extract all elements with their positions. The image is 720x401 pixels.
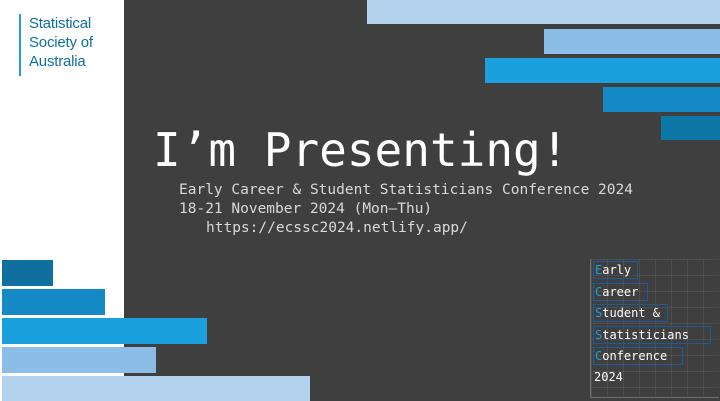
decor-bar-bottom-2 <box>2 289 105 315</box>
decor-bar-bottom-1 <box>2 260 53 286</box>
logo-line-2: Society of <box>29 34 93 51</box>
decor-bar-bottom-5 <box>2 376 310 401</box>
logo-line-3: Australia <box>29 53 86 70</box>
acronym-initial: E <box>595 263 603 277</box>
conference-name: Early Career & Student Statisticians Con… <box>179 182 633 198</box>
acronym-word: arly <box>602 263 632 277</box>
acronym-graphic: Early Career Student & Statisticians Con… <box>590 259 719 398</box>
acronym-initial: C <box>595 349 603 363</box>
acronym-word: tatisticians <box>602 328 689 342</box>
acronym-row: Conference <box>593 347 683 365</box>
decor-bar-bottom-4 <box>2 347 156 373</box>
conference-dates: 18-21 November 2024 (Mon–Thu) <box>179 201 433 217</box>
ssa-logo: Statistical Society of Australia <box>19 14 119 76</box>
decor-bar-top-3 <box>485 58 720 83</box>
acronym-row: Statisticians <box>593 326 711 344</box>
acronym-word: onference <box>602 349 668 363</box>
acronym-word: tudent & <box>602 306 661 320</box>
acronym-row: Early <box>593 261 638 279</box>
acronym-row: Career <box>593 283 648 301</box>
decor-bar-bottom-3 <box>2 318 207 344</box>
acronym-initial: C <box>595 285 603 299</box>
headline: I’m Presenting! <box>153 123 569 177</box>
decor-bar-top-1 <box>367 0 720 24</box>
acronym-initial: S <box>595 328 603 342</box>
decor-bar-top-5 <box>661 116 720 140</box>
acronym-year: 2024 <box>594 370 623 384</box>
acronym-row: Student & <box>593 304 668 322</box>
decor-bar-top-4 <box>603 87 720 112</box>
conference-url[interactable]: https://ecssc2024.netlify.app/ <box>206 220 468 236</box>
decor-bar-top-2 <box>544 29 720 54</box>
acronym-initial: S <box>595 306 603 320</box>
acronym-word: areer <box>602 285 639 299</box>
logo-line-1: Statistical <box>29 15 91 32</box>
